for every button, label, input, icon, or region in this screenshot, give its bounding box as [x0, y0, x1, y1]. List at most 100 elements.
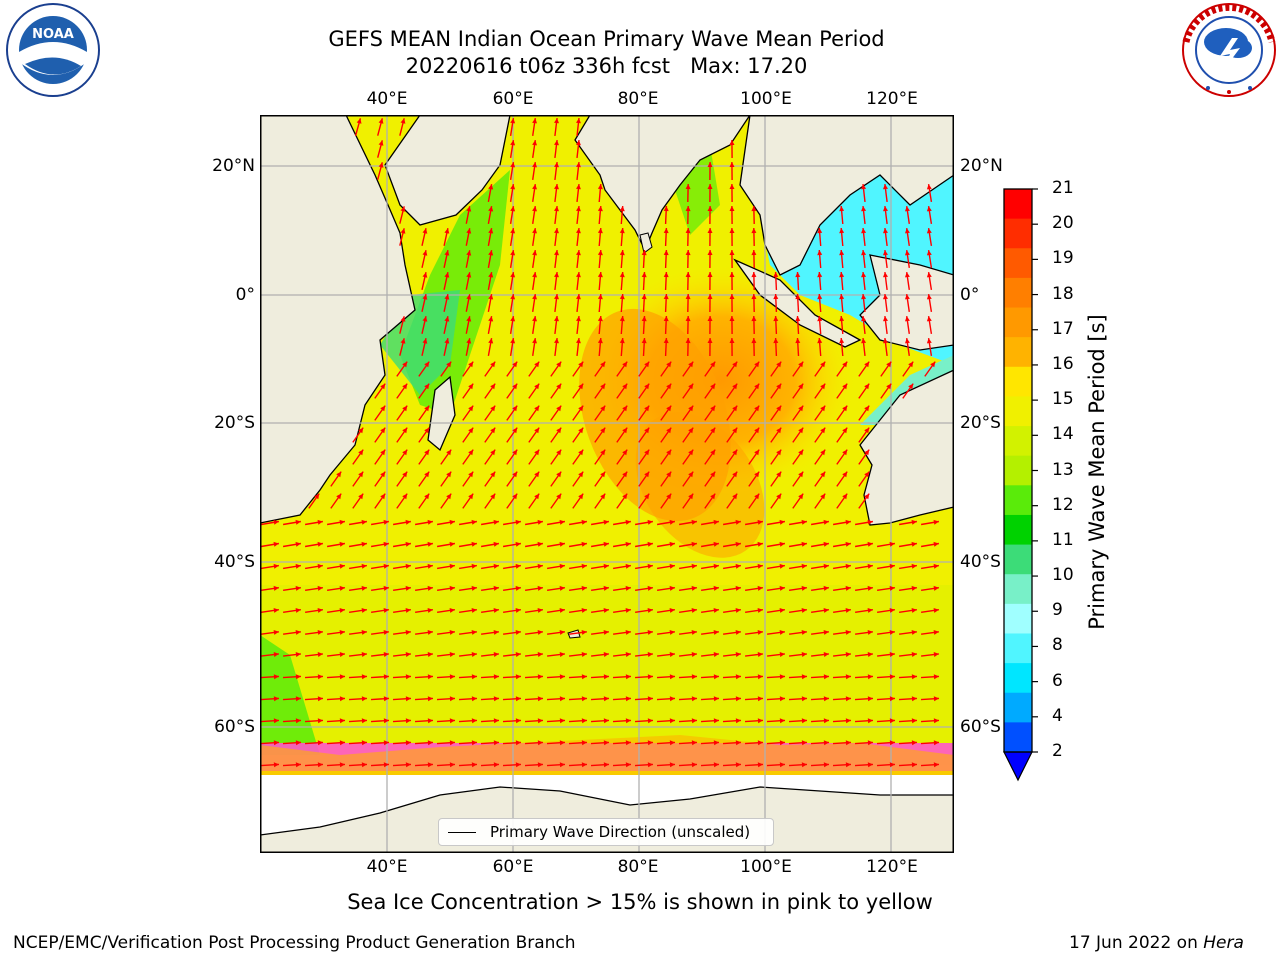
wave-arrow-head	[400, 316, 406, 322]
wave-arrow-head	[581, 630, 587, 635]
wave-arrow-head	[424, 383, 430, 390]
lat-label-right-40s: 40°S	[960, 552, 1001, 572]
colorbar-tick-label: 15	[1052, 389, 1074, 410]
wave-arrow-head	[625, 585, 631, 591]
wave-arrow-head	[707, 272, 713, 277]
wave-arrow-head	[817, 272, 823, 278]
wave-arrow-head	[867, 696, 873, 702]
wave-arrow-head	[864, 427, 870, 434]
wave-arrow-head	[532, 338, 537, 344]
map-legend: Primary Wave Direction (unscaled)	[438, 818, 774, 846]
wave-arrow-head	[625, 608, 631, 613]
wave-arrow-head	[493, 585, 499, 591]
wave-arrow-head	[488, 184, 494, 190]
wave-arrow-head	[424, 449, 430, 456]
wave-arrow-head	[449, 718, 455, 724]
wave-arrow-head	[380, 383, 386, 390]
wave-arrow-head	[600, 493, 606, 500]
wave-arrow-head	[273, 674, 279, 680]
wave-arrow-head	[534, 383, 540, 390]
wave-arrow-head	[751, 338, 757, 344]
wave-arrow-head	[405, 585, 411, 591]
southeast-asia	[739, 115, 954, 276]
wave-arrow-head	[295, 608, 301, 613]
colorbar-band	[1004, 426, 1032, 457]
colorbar-label: Primary Wave Mean Period [s]	[1085, 314, 1109, 630]
wave-arrow-head	[905, 272, 910, 278]
wave-arrow-head	[493, 541, 499, 547]
wave-arrow-head	[444, 338, 450, 344]
wave-arrow-head	[471, 762, 477, 768]
wave-arrow-head	[449, 630, 455, 635]
wave-arrow-head	[669, 519, 675, 525]
wave-arrow-head	[839, 316, 845, 322]
wave-arrow-head	[471, 563, 477, 569]
wave-arrow-head	[603, 674, 609, 680]
wave-arrow-head	[839, 206, 845, 212]
wave-arrow-head	[905, 338, 910, 344]
wave-arrow-head	[383, 585, 389, 591]
wave-arrow-head	[926, 228, 932, 234]
nws-logo	[1182, 3, 1276, 97]
wave-arrow-head	[597, 338, 603, 344]
wave-arrow-head	[449, 674, 455, 680]
wave-arrow-head	[537, 608, 543, 613]
wave-arrow-head	[710, 383, 716, 390]
wave-arrow-head	[845, 608, 851, 613]
wave-arrow-head	[273, 563, 279, 569]
wave-arrow-head	[911, 563, 917, 569]
wave-arrow-head	[889, 696, 895, 702]
wave-arrow-head	[559, 696, 565, 702]
wave-arrow-head	[823, 674, 829, 680]
wave-arrow-head	[691, 652, 697, 657]
wave-arrow-head	[795, 272, 801, 278]
wave-arrow-head	[817, 250, 823, 256]
wave-arrow-head	[405, 519, 411, 525]
wave-arrow-head	[510, 228, 516, 234]
wave-arrow-head	[801, 541, 807, 547]
wave-arrow-head	[556, 383, 562, 390]
wave-arrow-head	[512, 383, 518, 390]
wave-arrow-head	[424, 361, 430, 368]
wave-arrow-head	[380, 449, 386, 456]
wave-arrow-head	[378, 162, 384, 168]
wave-arrow-head	[576, 316, 581, 322]
wave-arrow-head	[889, 740, 895, 746]
wave-arrow-head	[619, 338, 625, 344]
wave-arrow-head	[663, 316, 669, 322]
wave-arrow-head	[619, 316, 625, 322]
wave-arrow-head	[707, 338, 713, 343]
wave-arrow-head	[510, 162, 516, 168]
wave-arrow-head	[798, 471, 804, 478]
wave-arrow-head	[926, 294, 932, 300]
wave-arrow-head	[619, 294, 625, 300]
wave-arrow-head	[361, 541, 367, 547]
wave-arrow-head	[576, 250, 581, 256]
wave-arrow-head	[842, 449, 848, 456]
wave-arrow-head	[424, 493, 430, 500]
wave-arrow-head	[729, 162, 735, 167]
wave-arrow-head	[823, 541, 829, 547]
wave-arrow-head	[751, 294, 757, 300]
wave-arrow-head	[471, 541, 477, 547]
wave-arrow-head	[911, 585, 917, 591]
colorbar-tick-label: 13	[1052, 459, 1074, 480]
wave-arrow-head	[578, 449, 584, 456]
wave-arrow-head	[576, 272, 581, 278]
wave-arrow-head	[427, 563, 433, 569]
wave-arrow-head	[817, 316, 823, 322]
wave-arrow-head	[685, 184, 691, 190]
legend-label: Primary Wave Direction (unscaled)	[490, 823, 751, 841]
wave-arrow-head	[358, 427, 364, 434]
wave-arrow-head	[532, 250, 537, 256]
wave-arrow-head	[663, 338, 669, 344]
wave-arrow-head	[400, 118, 406, 124]
wave-arrow-head	[867, 541, 873, 547]
wave-arrow-head	[466, 250, 472, 256]
wave-arrow-head	[405, 718, 411, 724]
wave-arrow-head	[515, 630, 521, 635]
colorbar-band	[1004, 218, 1032, 249]
wave-arrow-head	[336, 493, 342, 500]
footer-credit: NCEP/EMC/Verification Post Processing Pr…	[13, 933, 576, 953]
wave-arrow-head	[471, 652, 477, 657]
